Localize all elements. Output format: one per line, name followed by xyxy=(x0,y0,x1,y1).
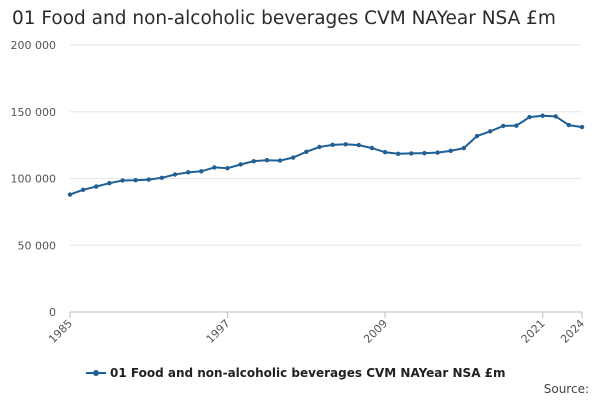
data-point xyxy=(382,150,388,155)
x-tick-label: 1985 xyxy=(46,317,75,346)
data-point xyxy=(448,148,453,154)
data-point xyxy=(579,124,585,130)
x-axis: 1985 1997 2009 2021 2024 xyxy=(46,312,587,346)
data-point xyxy=(107,180,112,186)
series-food-beverages xyxy=(67,113,585,197)
y-tick-label: 50 000 xyxy=(18,239,57,252)
y-tick-label: 150 000 xyxy=(11,106,57,119)
data-point xyxy=(356,142,362,148)
data-point xyxy=(514,123,519,128)
data-point xyxy=(199,169,204,174)
source-label: Source: xyxy=(543,382,589,396)
data-point xyxy=(146,177,151,182)
data-point xyxy=(474,133,480,139)
x-tick-label: 2021 xyxy=(519,317,548,346)
legend: 01 Food and non-alcoholic beverages CVM … xyxy=(86,366,506,380)
data-point xyxy=(369,145,375,151)
gridlines xyxy=(70,44,582,313)
data-point xyxy=(185,170,191,175)
data-point xyxy=(80,187,86,193)
data-point xyxy=(435,150,440,155)
data-point xyxy=(422,150,427,156)
data-point xyxy=(330,142,335,148)
y-tick-label: 200 000 xyxy=(11,39,57,52)
legend-swatch xyxy=(86,370,106,376)
x-tick-label: 1997 xyxy=(204,317,233,346)
data-point xyxy=(290,155,296,160)
data-point xyxy=(238,162,243,167)
y-tick-label: 100 000 xyxy=(11,173,57,186)
data-point xyxy=(159,175,165,181)
y-axis-ticks: 0 50 000 100 000 150 000 200 000 xyxy=(11,39,57,319)
data-point xyxy=(553,114,558,119)
data-point xyxy=(133,178,138,183)
data-point xyxy=(487,129,493,134)
data-point xyxy=(527,114,532,120)
x-tick-label: 2009 xyxy=(361,317,390,346)
data-point xyxy=(277,158,283,163)
data-point xyxy=(461,145,467,151)
data-point xyxy=(409,151,414,156)
y-tick-label: 0 xyxy=(49,306,56,319)
chart-title: 01 Food and non-alcoholic beverages CVM … xyxy=(12,8,556,29)
data-point xyxy=(501,123,506,129)
data-point xyxy=(120,178,125,183)
data-point xyxy=(396,151,401,157)
data-point xyxy=(343,142,348,147)
data-point xyxy=(67,192,73,197)
data-point xyxy=(251,158,256,164)
legend-label: 01 Food and non-alcoholic beverages CVM … xyxy=(110,366,506,380)
data-point xyxy=(317,144,322,150)
data-point xyxy=(264,158,270,163)
data-point xyxy=(94,184,99,189)
x-tick-label: 2024 xyxy=(558,317,587,346)
series-line xyxy=(69,114,583,196)
data-point xyxy=(566,122,572,128)
data-point xyxy=(304,149,309,154)
data-point xyxy=(540,113,545,118)
data-point xyxy=(212,165,217,170)
data-point xyxy=(225,166,230,171)
data-point xyxy=(172,172,178,177)
